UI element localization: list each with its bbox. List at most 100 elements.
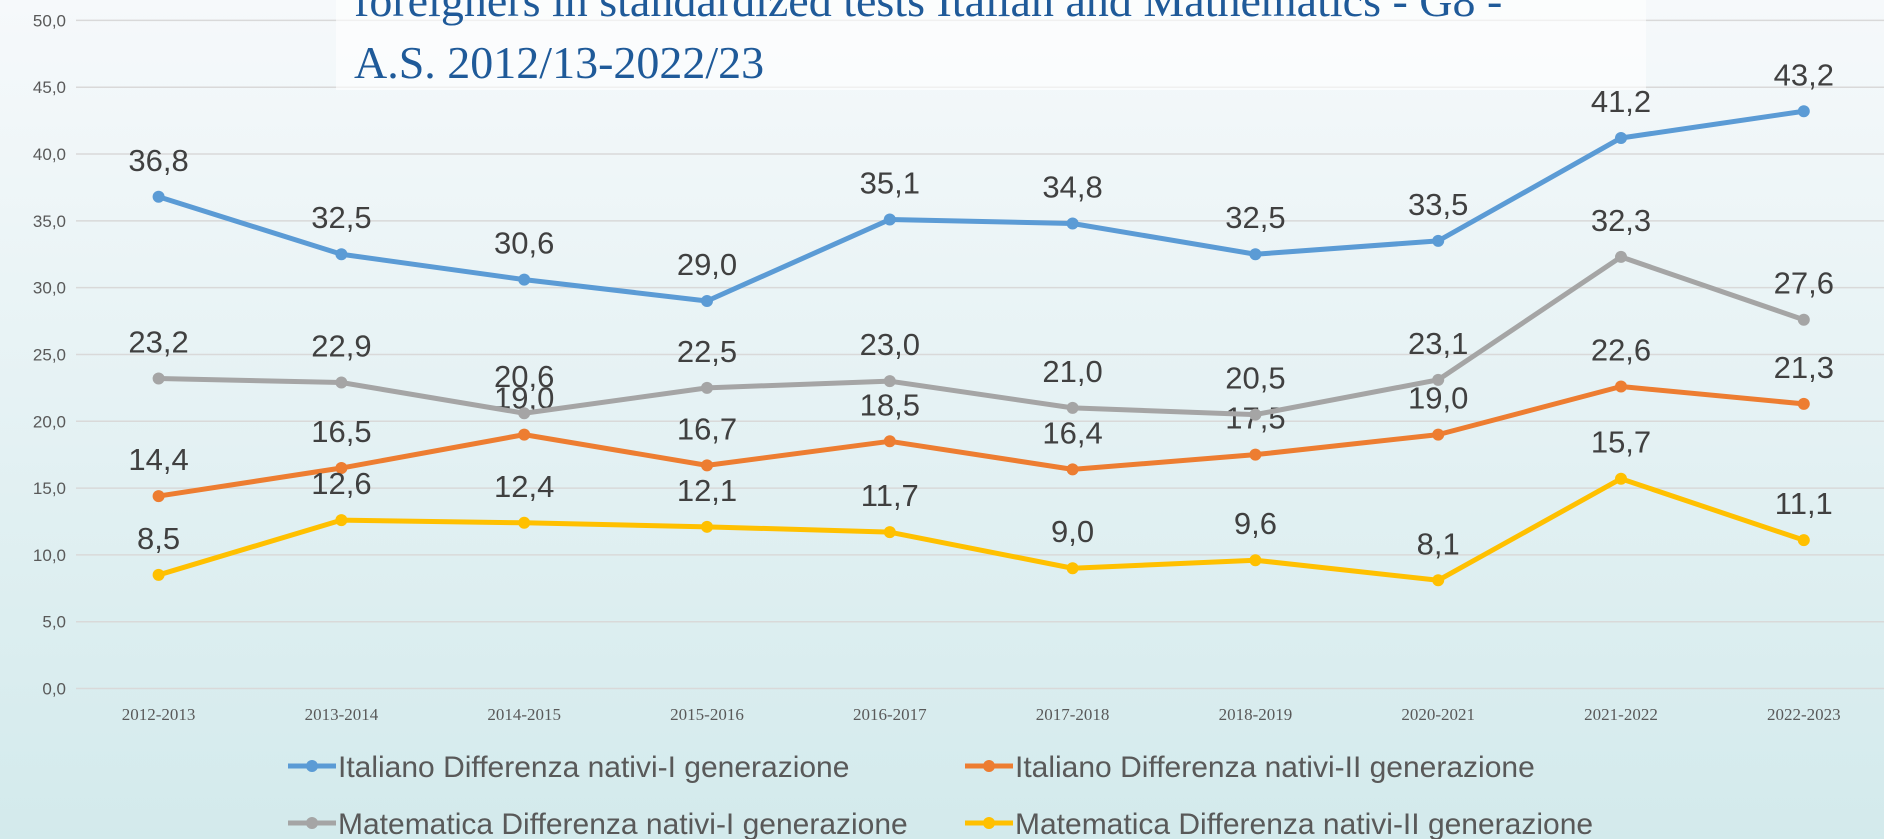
y-tick-label: 15,0 xyxy=(33,479,66,498)
y-tick-label: 30,0 xyxy=(33,279,66,298)
data-point xyxy=(1615,131,1627,144)
data-point xyxy=(701,459,713,472)
series-line xyxy=(157,108,1805,304)
y-tick-label: 45,0 xyxy=(33,78,66,97)
x-tick-label: 2012-2013 xyxy=(122,705,196,724)
legend-marker xyxy=(306,817,318,829)
data-label: 16,5 xyxy=(311,414,371,449)
data-point xyxy=(152,568,165,581)
data-point xyxy=(1066,217,1079,230)
data-point xyxy=(1432,428,1445,441)
x-tick-label: 2013-2014 xyxy=(305,705,379,724)
data-point xyxy=(1615,380,1627,393)
legend-label: Matematica Differenza nativi-II generazi… xyxy=(1015,808,1593,839)
data-point xyxy=(701,295,713,308)
data-label: 22,5 xyxy=(677,334,737,369)
data-point xyxy=(1249,554,1262,567)
data-label: 32,3 xyxy=(1591,203,1651,238)
data-label: 14,4 xyxy=(128,442,188,477)
data-label: 32,5 xyxy=(311,200,371,235)
data-point xyxy=(883,435,896,448)
data-label: 11,1 xyxy=(1775,486,1833,521)
data-label: 15,7 xyxy=(1591,425,1651,460)
series-line xyxy=(158,254,1805,418)
x-tick-label: 2014-2015 xyxy=(487,705,561,724)
data-point xyxy=(1249,248,1262,261)
data-point xyxy=(1797,105,1810,118)
data-label: 22,6 xyxy=(1591,333,1651,368)
title-box xyxy=(336,0,1646,90)
data-point xyxy=(152,190,165,203)
data-label: 12,6 xyxy=(311,466,371,501)
data-label: 12,1 xyxy=(677,473,737,508)
data-point xyxy=(701,381,713,394)
data-label: 9,6 xyxy=(1234,506,1277,541)
data-label: 30,6 xyxy=(494,226,554,261)
data-label: 19,0 xyxy=(1408,381,1468,416)
data-label: 23,0 xyxy=(860,327,920,362)
data-point xyxy=(518,428,531,441)
data-point xyxy=(1797,313,1810,326)
data-label: 8,5 xyxy=(137,521,180,556)
data-label: 34,8 xyxy=(1042,170,1102,205)
data-label: 32,5 xyxy=(1225,200,1285,235)
data-label: 18,5 xyxy=(860,387,920,422)
data-label: 23,1 xyxy=(1408,326,1468,361)
data-label: 29,0 xyxy=(677,247,737,282)
data-point xyxy=(883,213,896,226)
legend-label: Italiano Differenza nativi-II generazion… xyxy=(1015,751,1535,784)
data-label: 36,8 xyxy=(128,143,188,178)
data-point xyxy=(335,514,348,527)
x-tick-label: 2015-2016 xyxy=(670,705,744,724)
data-point xyxy=(1797,534,1810,547)
y-tick-label: 20,0 xyxy=(33,412,66,431)
data-point xyxy=(335,462,348,475)
data-label: 27,6 xyxy=(1774,266,1834,301)
data-point xyxy=(1615,472,1627,485)
series-line xyxy=(157,476,1805,583)
data-label: 23,2 xyxy=(128,325,188,360)
data-label: 9,0 xyxy=(1051,514,1094,549)
data-point xyxy=(152,372,165,385)
data-label: 35,1 xyxy=(860,165,920,200)
data-label: 33,5 xyxy=(1408,187,1468,222)
data-point xyxy=(1066,562,1079,575)
y-tick-label: 35,0 xyxy=(33,212,66,231)
data-label: 16,7 xyxy=(677,411,737,446)
y-tick-label: 10,0 xyxy=(33,546,66,565)
data-point xyxy=(518,273,531,286)
data-label: 21,0 xyxy=(1042,354,1102,389)
data-point xyxy=(701,520,713,533)
y-tick-label: 25,0 xyxy=(33,345,66,364)
legend-marker xyxy=(983,760,995,772)
data-point xyxy=(335,248,348,261)
data-point xyxy=(335,376,348,389)
data-point xyxy=(883,375,896,388)
chart-title: foreigners in standardized tests Italian… xyxy=(354,0,1502,26)
chart-title: A.S. 2012/13-2022/23 xyxy=(354,37,764,88)
data-label: 22,9 xyxy=(311,329,371,364)
data-point xyxy=(1432,574,1445,587)
series-line xyxy=(158,384,1805,499)
data-label: 12,4 xyxy=(494,469,554,504)
data-point xyxy=(1432,234,1445,247)
data-label: 43,2 xyxy=(1774,57,1834,92)
legend-label: Matematica Differenza nativi-I generazio… xyxy=(338,808,908,839)
data-label: 21,3 xyxy=(1774,350,1834,385)
x-tick-label: 2021-2022 xyxy=(1584,705,1658,724)
y-tick-label: 0,0 xyxy=(42,680,66,699)
data-label: 20,5 xyxy=(1225,361,1285,396)
legend-label: Italiano Differenza nativi-I generazione xyxy=(338,751,849,784)
data-point xyxy=(518,407,531,420)
data-point xyxy=(1066,401,1079,414)
x-tick-label: 2018-2019 xyxy=(1219,705,1293,724)
legend-marker xyxy=(983,817,995,829)
x-tick-label: 2017-2018 xyxy=(1036,705,1110,724)
data-point xyxy=(1615,250,1627,263)
data-point xyxy=(1249,448,1262,461)
data-point xyxy=(1797,397,1810,410)
data-point xyxy=(1066,463,1079,476)
data-label: 8,1 xyxy=(1417,526,1460,561)
